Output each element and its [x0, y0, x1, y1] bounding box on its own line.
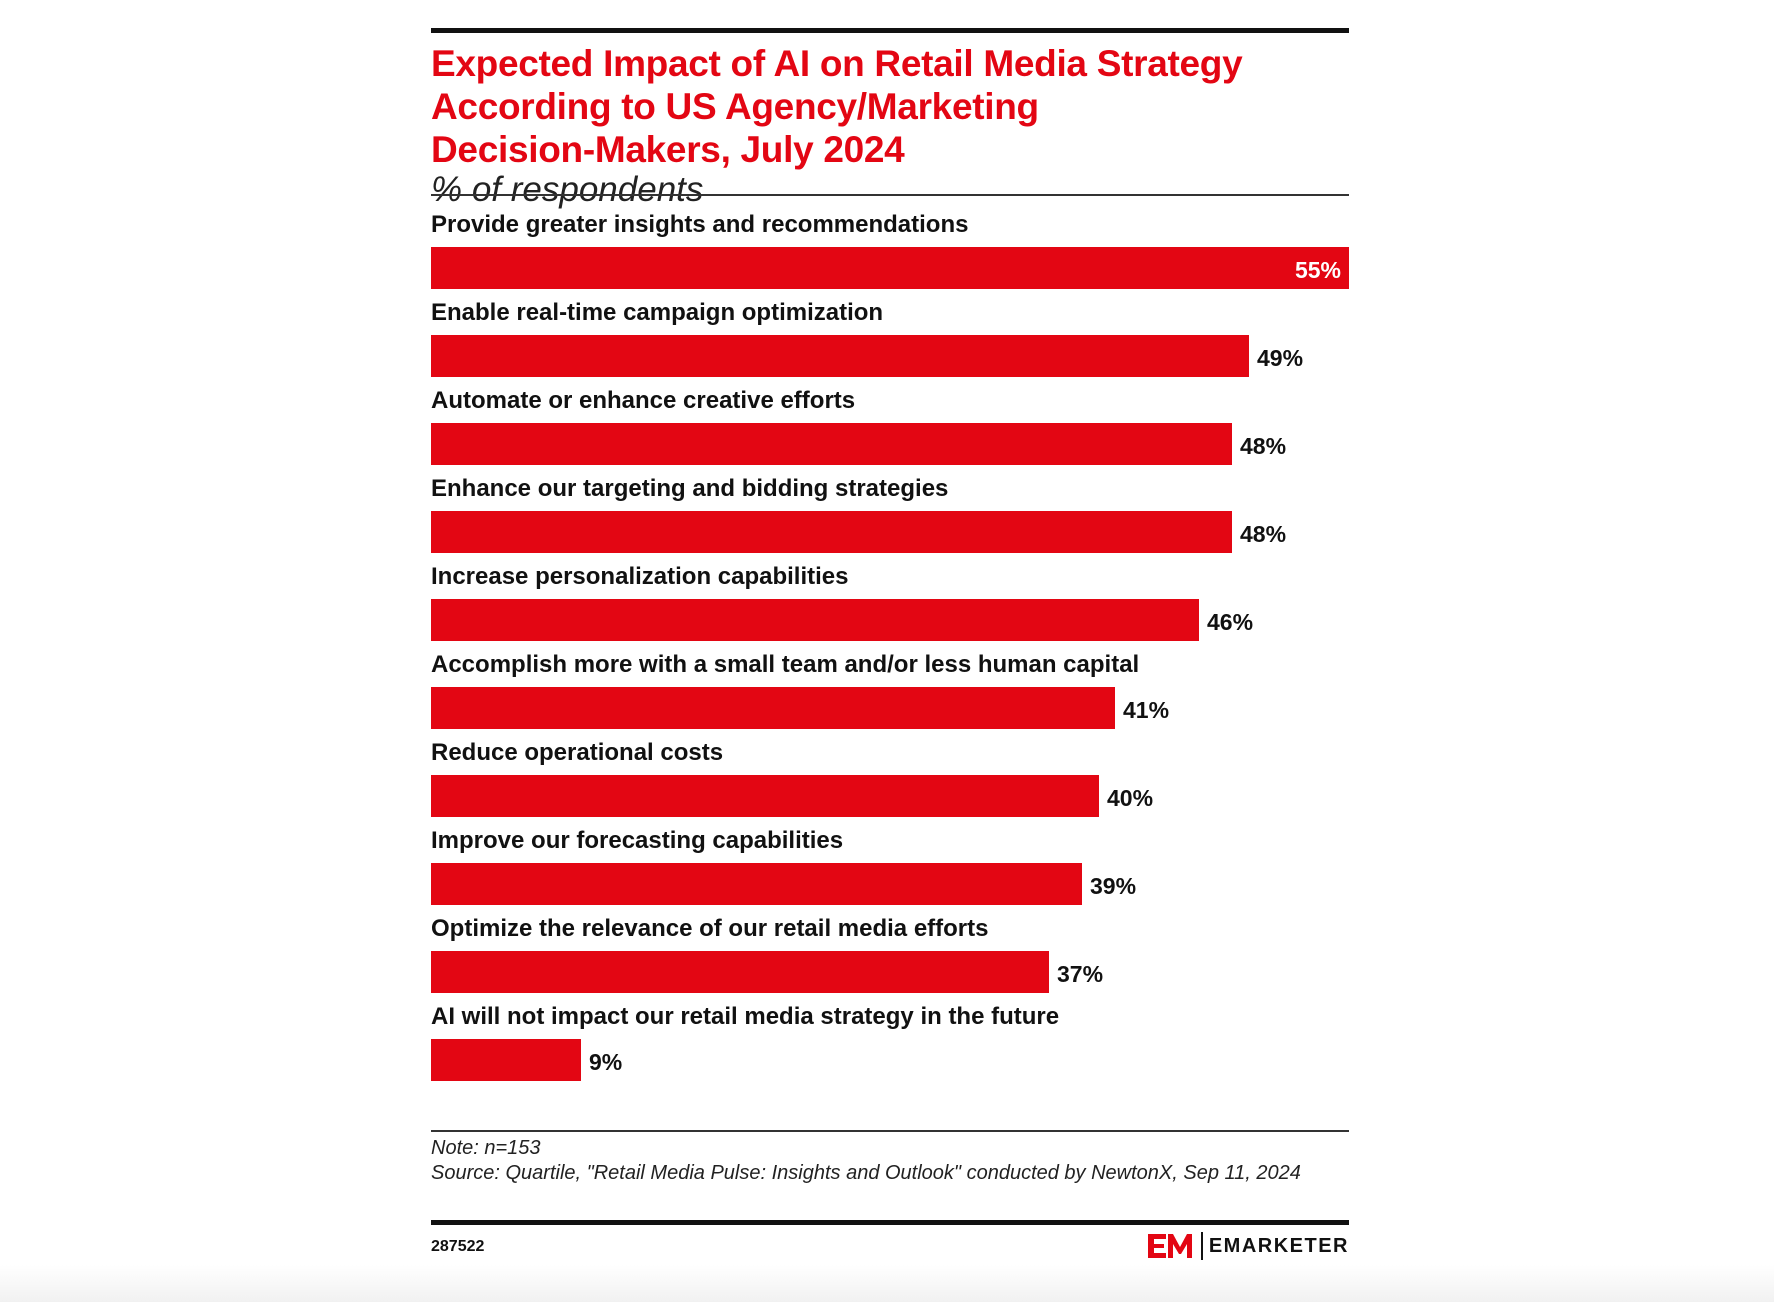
bar-row: Automate or enhance creative efforts 48%: [431, 387, 1349, 475]
brand-separator: [1200, 1232, 1203, 1260]
footer-source: Source: Quartile, "Retail Media Pulse: I…: [431, 1162, 1301, 1184]
bar: [431, 335, 1249, 377]
bar: [431, 1039, 581, 1081]
bar-value-label: 9%: [589, 1049, 623, 1075]
bar-row: Accomplish more with a small team and/or…: [431, 651, 1349, 739]
bar-row: Improve our forecasting capabilities 39%: [431, 827, 1349, 915]
brand: EMARKETER: [1146, 1231, 1349, 1261]
bar-row: Enable real-time campaign optimization 49…: [431, 299, 1349, 387]
bar: [431, 687, 1115, 729]
chart-subtitle: % of respondents: [431, 170, 704, 209]
bar: [431, 511, 1232, 553]
bar-value-label: 49%: [1257, 345, 1304, 371]
bar-label: Accomplish more with a small team and/or…: [431, 651, 1140, 678]
bar: [431, 775, 1099, 817]
bar: [431, 599, 1199, 641]
chart-id: 287522: [431, 1238, 485, 1255]
bar-label: AI will not impact our retail media stra…: [431, 1003, 1060, 1030]
chart-title: Expected Impact of AI on Retail Media St…: [431, 43, 1243, 170]
em-logo-icon: [1147, 1234, 1192, 1258]
bar-row: AI will not impact our retail media stra…: [431, 1003, 1349, 1091]
bar-label: Increase personalization capabilities: [431, 563, 849, 590]
header-divider: [431, 194, 1349, 196]
brand-name: EMARKETER: [1208, 1234, 1349, 1257]
bar-row: Increase personalization capabilities 46%: [431, 563, 1349, 651]
footer-divider: [431, 1130, 1349, 1132]
bottom-rule: [431, 1220, 1349, 1225]
bar-row: Provide greater insights and recommendat…: [431, 211, 1349, 299]
bar-value-label: 46%: [1207, 609, 1254, 635]
bar-label: Enable real-time campaign optimization: [431, 299, 884, 326]
bar-label: Reduce operational costs: [431, 739, 724, 766]
bar-label: Improve our forecasting capabilities: [431, 827, 844, 854]
bar-value-label: 40%: [1107, 785, 1154, 811]
bar-value-label: 41%: [1123, 697, 1170, 723]
bar: [431, 863, 1082, 905]
bar: [431, 247, 1349, 289]
bar-value-label: 48%: [1240, 521, 1287, 547]
bar-row: Reduce operational costs 40%: [431, 739, 1349, 827]
bar-row: Optimize the relevance of our retail med…: [431, 915, 1349, 1003]
bar-row: Enhance our targeting and bidding strate…: [431, 475, 1349, 563]
bar-value-label: 39%: [1090, 873, 1137, 899]
bar: [431, 951, 1049, 993]
bar-value-label: 48%: [1240, 433, 1287, 459]
bar-label: Provide greater insights and recommendat…: [431, 211, 969, 238]
bar-label: Optimize the relevance of our retail med…: [431, 915, 989, 942]
bar-label: Enhance our targeting and bidding strate…: [431, 475, 949, 502]
footer-note: Note: n=153: [431, 1137, 541, 1159]
bar-value-label: 55%: [1294, 257, 1341, 283]
bar-value-label: 37%: [1057, 961, 1104, 987]
bar-label: Automate or enhance creative efforts: [431, 387, 856, 414]
bar: [431, 423, 1232, 465]
top-rule: [431, 28, 1349, 33]
chart-card: Expected Impact of AI on Retail Media St…: [431, 28, 1349, 1268]
